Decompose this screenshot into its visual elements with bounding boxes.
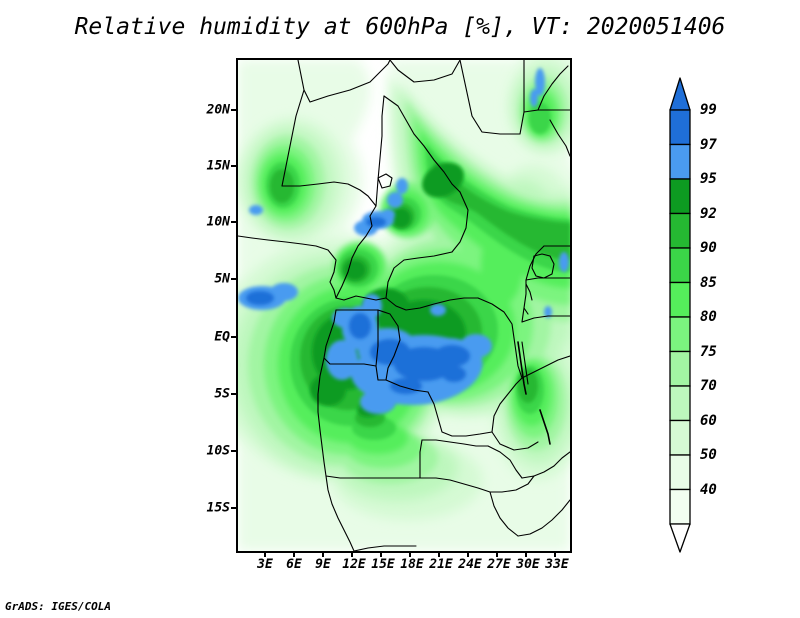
x-tick-mark — [409, 551, 411, 557]
y-tick-label: EQ — [214, 329, 230, 345]
y-tick-mark — [231, 336, 237, 338]
x-tick-label: 12E — [342, 557, 366, 572]
x-tick-label: 18E — [400, 557, 424, 572]
x-tick-mark — [293, 551, 295, 557]
colorbar-tick-70: 70 — [700, 378, 717, 394]
x-tick-mark — [467, 551, 469, 557]
colorbar-tick-85: 85 — [700, 274, 717, 291]
y-tick-mark — [231, 221, 237, 223]
x-tick-mark — [438, 551, 440, 557]
x-tick-label: 3E — [257, 557, 273, 572]
x-tick-mark — [264, 551, 266, 557]
x-tick-mark — [322, 551, 324, 557]
y-tick-label: 15S — [206, 500, 230, 516]
colorbar-tick-99: 99 — [700, 102, 717, 118]
colorbar-legend: 99 97 95 92 90 85 80 75 70 60 50 40 — [666, 70, 786, 560]
y-tick-label: 5S — [214, 386, 230, 402]
y-tick-label: 15N — [206, 158, 230, 174]
x-tick-mark — [496, 551, 498, 557]
colorbar-tick-40: 40 — [700, 481, 717, 498]
y-tick-mark — [231, 450, 237, 452]
y-tick-label: 10S — [206, 443, 230, 459]
y-tick-mark — [231, 165, 237, 167]
colorbar-tick-75: 75 — [700, 343, 717, 360]
y-tick-mark — [231, 278, 237, 280]
colorbar-tick-90: 90 — [700, 240, 717, 256]
map-plot-area — [236, 58, 572, 553]
x-tick-mark — [351, 551, 353, 557]
y-tick-mark — [231, 507, 237, 509]
x-tick-label: 27E — [487, 557, 511, 572]
y-tick-label: 20N — [206, 102, 230, 118]
x-tick-mark — [554, 551, 556, 557]
colorbar-tick-95: 95 — [700, 171, 717, 187]
colorbar-tick-80: 80 — [700, 309, 717, 325]
y-tick-mark — [231, 393, 237, 395]
y-tick-label: 5N — [214, 271, 230, 287]
colorbar-tick-92: 92 — [700, 205, 717, 222]
x-tick-label: 9E — [315, 557, 331, 572]
x-tick-mark — [525, 551, 527, 557]
x-tick-mark — [380, 551, 382, 557]
y-tick-label: 10N — [206, 214, 230, 230]
humidity-heatmap — [238, 60, 570, 551]
y-tick-mark — [231, 109, 237, 111]
colorbar-swatches — [669, 77, 691, 553]
x-tick-label: 30E — [516, 557, 540, 572]
grads-attribution: GrADS: IGES/COLA — [5, 600, 111, 613]
colorbar-tick-50: 50 — [700, 447, 717, 463]
colorbar-tick-97: 97 — [700, 136, 717, 153]
x-tick-label: 15E — [371, 557, 395, 572]
x-tick-label: 6E — [286, 557, 302, 572]
x-tick-label: 24E — [458, 557, 482, 572]
x-tick-label: 21E — [429, 557, 453, 572]
x-tick-label: 33E — [545, 557, 569, 572]
colorbar-tick-60: 60 — [700, 412, 717, 429]
page-title: Relative humidity at 600hPa [%], VT: 202… — [74, 14, 726, 40]
